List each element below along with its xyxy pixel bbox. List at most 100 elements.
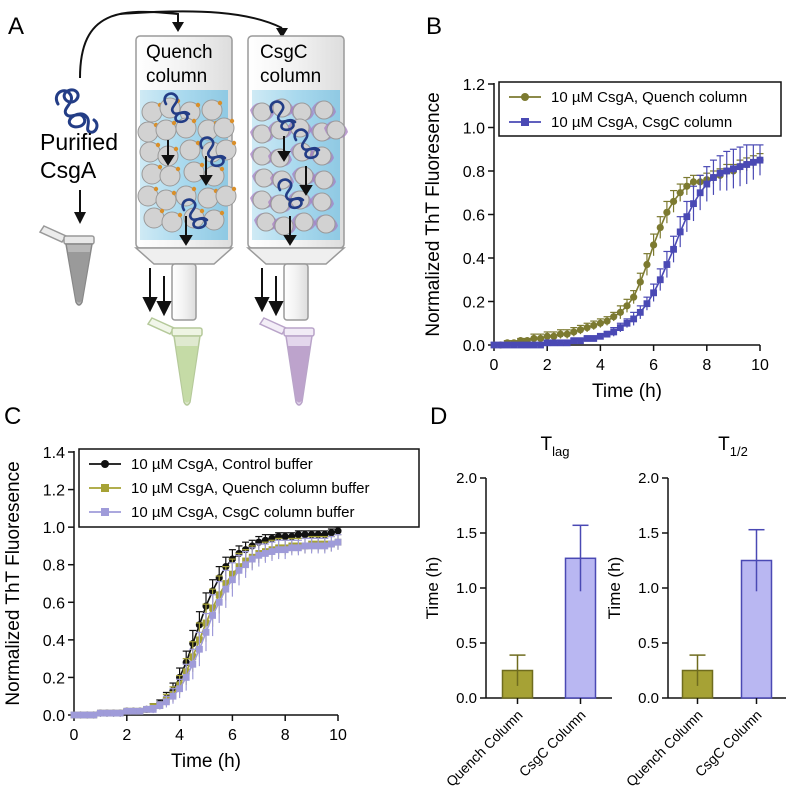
chart-c-point-0-39 [327, 529, 335, 537]
quench-dot-25 [199, 208, 205, 214]
chart-b-point-1-39 [749, 158, 757, 166]
chart-c-point-2-5 [103, 709, 111, 717]
chart-b-point-1-2 [503, 341, 511, 349]
chart-b-point-0-22 [636, 278, 644, 286]
csgc-bead-17 [252, 190, 272, 210]
quench-bead-11 [179, 139, 201, 161]
chart-c-point-0-40 [334, 527, 342, 535]
chart-d-tlag-ytick-label-4: 2.0 [456, 470, 477, 487]
chart-c-point-2-35 [301, 542, 309, 550]
chart-c-legend-swatch-marker-1 [101, 484, 109, 492]
chart-b-point-1-13 [577, 337, 584, 345]
chart-b-point-1-17 [603, 330, 611, 338]
chart-b-ytick-label-4: 0.8 [463, 164, 485, 181]
quench-dot-16 [199, 162, 205, 168]
chart-c-point-2-24 [229, 576, 236, 584]
chart-c-y-ticks: 0.0 0.2 0.4 0.6 0.8 1.0 1.2 1.4 [43, 445, 74, 725]
chart-b-point-0-23 [643, 260, 651, 269]
chart-b-point-1-21 [630, 315, 638, 323]
chart-d-thalf-bars [681, 528, 773, 704]
chart-c-point-2-11 [143, 705, 150, 713]
quench-bead-19 [155, 189, 177, 211]
chart-b-ytick-label-0: 0.0 [463, 338, 485, 355]
chart-d-thalf-ytick-label-2: 1.0 [638, 580, 659, 597]
chart-c-xtick-label-2: 4 [175, 727, 184, 744]
csgc-bead-0 [252, 102, 272, 122]
chart-b-point-1-9 [550, 339, 558, 347]
chart-b-point-1-8 [543, 339, 551, 347]
chart-c-ytick-label-5: 1.0 [43, 520, 65, 537]
csgc-bead-8 [326, 120, 346, 140]
chart-c-point-2-9 [130, 707, 137, 715]
chart-c-point-2-6 [110, 709, 117, 717]
chart-c-ytick-label-0: 0.0 [43, 708, 65, 725]
chart-c-point-2-8 [123, 707, 131, 715]
csgc-bead-16 [314, 170, 334, 190]
quench-dot-18 [153, 186, 159, 192]
quench-dot-3 [217, 100, 223, 106]
csgc-bead-3 [314, 100, 334, 120]
chart-c-point-2-22 [215, 598, 223, 606]
chart-b-point-1-11 [563, 339, 571, 347]
chart-d-tlag-ytick-label-3: 1.5 [456, 525, 477, 542]
chart-b-point-0-26 [663, 208, 671, 216]
quench-dot-9 [155, 142, 161, 148]
chart-c-legend-label-2: 10 µM CsgA, CsgC column buffer [131, 504, 354, 521]
chart-b: 0.0 0.2 0.4 0.6 0.8 1.0 1.2 0 2 4 6 8 10 Time (h) N… [423, 77, 782, 402]
csgc-column [246, 35, 348, 321]
chart-b-xtick-label-2: 4 [596, 357, 605, 374]
chart-b-xtick-label-0: 0 [490, 357, 499, 374]
csga-protein-icon [55, 88, 99, 134]
quench-bead-24 [161, 211, 183, 233]
chart-c-point-2-3 [90, 711, 98, 719]
chart-d-thalf-ytick-label-4: 2.0 [638, 470, 659, 487]
chart-c-legend-swatch-marker-2 [101, 508, 109, 516]
chart-c-xtick-label-4: 8 [281, 727, 290, 744]
csgc-protein-icon-1 [293, 128, 321, 160]
csgc-bead-23 [294, 212, 314, 232]
chart-b-point-0-10 [556, 330, 565, 338]
chart-c-point-2-28 [255, 551, 263, 559]
chart-c-point-2-19 [196, 645, 203, 653]
chart-d-thalf-title-sub: 1/2 [730, 444, 748, 459]
chart-b-ytick-label-6: 1.2 [463, 77, 485, 94]
chart-c-ytick-label-4: 0.8 [43, 558, 65, 575]
chart-b-point-1-40 [756, 156, 764, 164]
chart-d-tlag-ylabel: Time (h) [423, 557, 442, 620]
quench-dot-26 [219, 210, 225, 216]
csgc-eluate-tube-icon [258, 317, 315, 406]
csga-label: CsgA [40, 157, 97, 183]
chart-b-point-1-3 [510, 341, 518, 349]
chart-b-point-0-12 [570, 328, 578, 336]
quench-protein-icon-0 [163, 92, 191, 124]
chart-b-point-0-17 [603, 317, 611, 325]
chart-c-ytick-label-3: 0.6 [43, 595, 65, 612]
chart-b-point-0-20 [623, 302, 631, 310]
chart-c-point-2-40 [334, 538, 342, 546]
chart-b-point-0-11 [563, 330, 571, 338]
chart-b-ytick-label-3: 0.6 [463, 208, 485, 225]
quench-bead-16 [183, 161, 205, 183]
chart-b-point-1-19 [616, 324, 624, 331]
chart-b-xtick-label-5: 10 [751, 357, 769, 374]
quench-bead-8 [213, 117, 235, 139]
chart-c-point-2-37 [314, 542, 322, 550]
quench-dot-11 [195, 140, 201, 146]
chart-c-point-2-20 [202, 628, 210, 636]
panel-label-a: A [8, 13, 24, 40]
chart-c-point-2-34 [295, 544, 302, 552]
chart-c-point-2-12 [149, 705, 157, 713]
quench-dot-20 [191, 186, 197, 192]
quench-dot-24 [177, 212, 183, 218]
quench-dot-13 [231, 140, 237, 146]
chart-b-point-1-36 [730, 165, 737, 173]
chart-d-tlag-cat-0: Quench Column [443, 707, 526, 790]
arrowhead-csgc-icon [276, 28, 288, 38]
chart-b-xtick-label-4: 8 [702, 357, 711, 374]
chart-c-point-2-18 [189, 660, 197, 668]
csgc-bead-20 [312, 192, 332, 212]
chart-b-point-0-15 [590, 321, 598, 330]
chart-d-thalf-ytick-label-0: 0.0 [638, 690, 659, 707]
chart-d-thalf-title-main: T [718, 434, 730, 455]
